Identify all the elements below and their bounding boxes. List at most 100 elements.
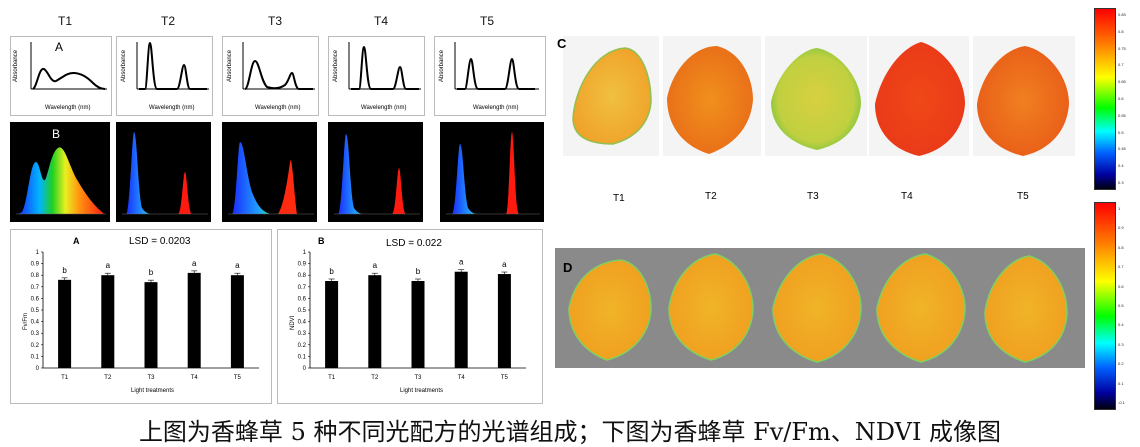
chart-a-xtick-T5: T5 <box>234 375 242 381</box>
chart-b-ytick-label: 0.1 <box>298 354 307 360</box>
chart-b-bar-T3 <box>411 281 425 368</box>
spectrum-panel-t4 <box>328 122 423 222</box>
chart-a-ytick-label: 0.5 <box>31 308 40 314</box>
chart-b-ytick-label: 0.6 <box>298 296 307 302</box>
chart-b-sig-letter-T1: b <box>329 267 334 276</box>
chart-b-ytick-label: 0.5 <box>298 308 307 314</box>
absorbance-panel-t2: Absorbance Wavelength (nm) <box>116 36 213 116</box>
bar-chart-b: B LSD = 0.022 NDVI Light treatments 0 0.1… <box>277 229 543 404</box>
chart-b-bar-T2 <box>368 275 382 368</box>
leaf-c-t2 <box>667 46 753 154</box>
leaf-c-t4 <box>875 42 965 156</box>
image-c-letter: C <box>557 36 567 51</box>
chart-b-xtick-T1: T1 <box>328 375 336 381</box>
image-d-letter: D <box>563 260 572 275</box>
chart-b-ytick-label: 1 <box>303 250 307 256</box>
colorbar-tick-label: 0.8 <box>1118 244 1124 250</box>
chart-a-sig-letter-T2: a <box>106 261 111 270</box>
colorbar-tick-label: 0.7 <box>1118 62 1124 68</box>
image-c-label-t2: T2 <box>705 191 717 202</box>
colorbar-tick-label: 0.3 <box>1118 341 1124 347</box>
colorbar-tick-label: 0.6 <box>1118 283 1124 289</box>
absorbance-plot-t1: Absorbance Wavelength (nm) A <box>13 40 107 111</box>
colorbar-tick-label: 0.83 <box>1118 12 1126 17</box>
spectrum-panel-t3 <box>222 122 317 222</box>
chart-b-ytick-label: 0.3 <box>298 331 307 337</box>
chart-a-sig-letter-T4: a <box>192 259 197 268</box>
chart-a-xtick-T1: T1 <box>61 375 69 381</box>
image-c: C T1 T2 T3 T4 T5 <box>555 28 1085 204</box>
chart-b-bar-T5 <box>497 274 511 368</box>
chart-b-sig-letter-T3: b <box>416 267 421 276</box>
colorbar-tick-label: 0.75 <box>1118 45 1126 51</box>
label-t5: T5 <box>479 14 494 28</box>
chart-a-sig-letter-T1: b <box>62 266 67 275</box>
colorbar-tick-label: 0.5 <box>1118 303 1124 308</box>
chart-b-ylabel: NDVI <box>290 315 296 330</box>
absorbance-ylabel: Absorbance <box>13 49 19 82</box>
chart-a-ytick-label: 0.7 <box>31 285 40 291</box>
colorbar-tick-label: 0.55 <box>1118 112 1126 118</box>
panel-letter-a: A <box>55 40 63 54</box>
svg-text:Wavelength (nm): Wavelength (nm) <box>149 105 194 111</box>
image-c-label-t3: T3 <box>807 191 819 202</box>
chart-b-ytick-label: 0.2 <box>298 343 307 349</box>
colorbar-tick-label: 0.8 <box>1118 28 1124 34</box>
label-t1: T1 <box>57 14 72 28</box>
spectrum-panel-t1: B <box>10 122 110 222</box>
spectrum-panel-t5 <box>440 122 544 222</box>
chart-b-bar-T4 <box>454 271 468 368</box>
leaf-d-t5 <box>984 255 1068 363</box>
colorbar-tick-label: -0.1 <box>1118 400 1125 405</box>
chart-a-ytick-label: 1 <box>36 250 40 256</box>
bar-chart-a: A LSD = 0.0203 Fv/Fm Light treatments 0 0… <box>10 229 272 404</box>
chart-a-xtick-T4: T4 <box>191 375 199 381</box>
image-d: D <box>555 248 1085 368</box>
chart-b-sig-letter-T5: a <box>502 260 507 269</box>
chart-a-lsd: LSD = 0.0203 <box>129 236 191 247</box>
colorbar-tick-label: 0.4 <box>1118 163 1124 169</box>
chart-b-xtick-T5: T5 <box>501 375 509 381</box>
image-c-label-t1: T1 <box>613 193 625 203</box>
chart-a-bar-T4 <box>187 272 201 368</box>
chart-b-sig-letter-T4: a <box>459 258 464 267</box>
leaf-c-t5 <box>977 46 1069 156</box>
colorbar-tick-label: 1 <box>1118 206 1121 211</box>
chart-a-sig-letter-T5: a <box>235 261 240 270</box>
chart-b-sig-letter-T2: a <box>373 261 378 270</box>
image-c-label-t5: T5 <box>1017 191 1029 202</box>
label-t4: T4 <box>373 14 388 28</box>
chart-a-ytick-label: 0 <box>36 366 40 372</box>
svg-text:Wavelength (nm): Wavelength (nm) <box>361 105 406 111</box>
chart-a-ytick-label: 0.2 <box>31 343 40 349</box>
chart-a-xtick-T3: T3 <box>147 375 155 381</box>
leaf-d-t2 <box>668 253 754 361</box>
bar-chart-b-svg: B LSD = 0.022 NDVI Light treatments 0 0.1… <box>290 236 526 394</box>
svg-text:Wavelength (nm): Wavelength (nm) <box>255 105 300 111</box>
chart-b-ytick-label: 0.7 <box>298 285 307 291</box>
chart-a-xlabel: Light treatments <box>131 388 174 394</box>
chart-b-bar-T1 <box>325 281 339 368</box>
absorbance-xlabel: Wavelength (nm) <box>45 105 90 111</box>
svg-text:Absorbance: Absorbance <box>227 49 233 82</box>
chart-b-xtick-T3: T3 <box>414 375 422 381</box>
chart-a-bar-T1 <box>58 279 72 368</box>
absorbance-panel-t4: Absorbance Wavelength (nm) <box>328 36 425 116</box>
colorbar-tick-label: 0.5 <box>1118 129 1124 135</box>
chart-a-xtick-T2: T2 <box>104 375 112 381</box>
svg-text:Absorbance: Absorbance <box>121 49 127 82</box>
leaf-c-t3 <box>771 48 861 150</box>
spectrum-panel-t2 <box>116 122 211 222</box>
chart-a-ytick-label: 0.4 <box>31 320 40 326</box>
chart-a-letter: A <box>73 236 80 246</box>
chart-a-ylabel: Fv/Fm <box>23 313 29 330</box>
svg-text:Absorbance: Absorbance <box>439 49 445 82</box>
colorbar-tick-label: 0.7 <box>1118 264 1124 270</box>
figure-caption: 上图为香蜂草 5 种不同光配方的光谱组成；下图为香蜂草 Fv/Fm、NDVI 成… <box>138 418 1002 446</box>
image-c-label-t4: T4 <box>901 191 913 202</box>
colorbar-tick-label: 0.6 <box>1118 96 1124 101</box>
chart-a-ytick-label: 0.6 <box>31 296 40 302</box>
chart-b-ytick-label: 0.8 <box>298 273 307 279</box>
leaf-d-t3 <box>772 253 862 363</box>
svg-text:Absorbance: Absorbance <box>333 49 339 82</box>
